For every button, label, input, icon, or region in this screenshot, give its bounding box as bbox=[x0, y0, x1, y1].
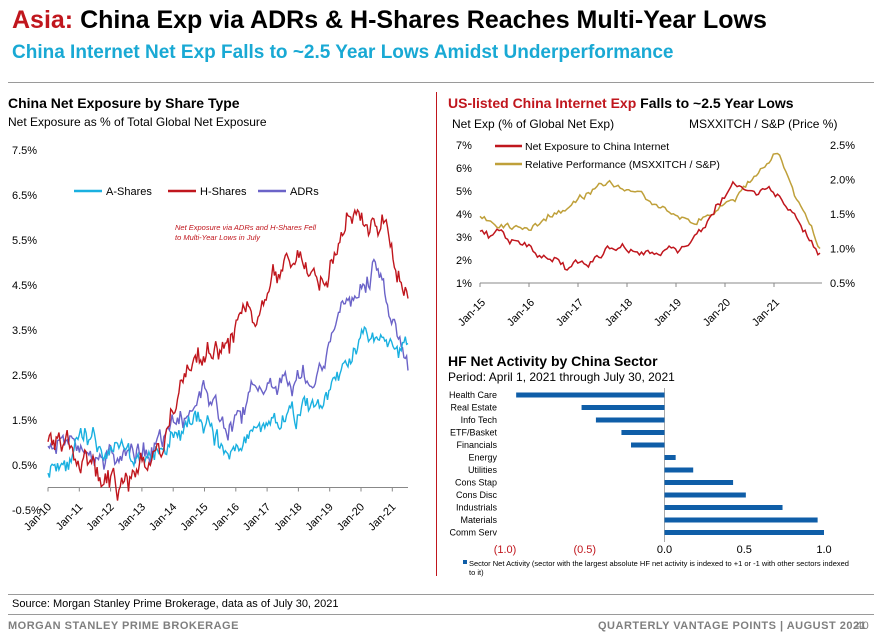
left-chart-subtitle: Net Exposure as % of Total Global Net Ex… bbox=[8, 115, 267, 129]
header-divider bbox=[8, 82, 874, 83]
x-tick-label: (0.5) bbox=[573, 544, 596, 556]
category-label: Industrials bbox=[456, 503, 498, 513]
bar-health-care bbox=[516, 392, 665, 398]
page-number: 40 bbox=[856, 620, 870, 632]
category-label: Health Care bbox=[449, 390, 497, 400]
y-tick-label: 0.5% bbox=[12, 460, 37, 472]
legend-label-2: Relative Performance (MSXXITCH / S&P) bbox=[525, 159, 720, 171]
legend-text-line-1: Sector Net Activity (sector with the lar… bbox=[469, 559, 849, 568]
right-y-tick-label: 1.0% bbox=[830, 244, 855, 256]
right-top-chart-title: US-listed China Internet Exp Falls to ~2… bbox=[448, 95, 794, 111]
bar-cons-disc bbox=[664, 492, 746, 498]
y-tick-label: 2.5% bbox=[12, 370, 37, 382]
y-tick-label: 6.5% bbox=[12, 190, 37, 202]
legend-label-1: A-Shares bbox=[106, 186, 152, 198]
right-y-tick-label: 2.5% bbox=[830, 140, 855, 152]
title-accent: Asia: bbox=[12, 6, 74, 34]
page-subtitle: China Internet Net Exp Falls to ~2.5 Yea… bbox=[12, 42, 674, 63]
x-tick-label: (1.0) bbox=[494, 544, 517, 556]
y-tick-label: 4.5% bbox=[12, 280, 37, 292]
category-label: Materials bbox=[460, 515, 497, 525]
chart-annotation-line-1: Net Exposure via ADRs and H-Shares Fell bbox=[175, 223, 316, 232]
x-tick-label: 0.0 bbox=[657, 544, 672, 556]
bar-energy bbox=[664, 455, 676, 460]
bar-info-tech bbox=[595, 417, 665, 423]
y-tick-label: -0.5% bbox=[12, 505, 41, 517]
source-divider bbox=[8, 594, 874, 595]
category-label: Energy bbox=[468, 453, 497, 463]
bar-comm-serv bbox=[664, 530, 824, 535]
legend-label-1: Net Exposure to China Internet bbox=[525, 141, 669, 153]
right-top-left-axis-label: Net Exp (% of Global Net Exp) bbox=[452, 117, 615, 131]
right-bottom-chart-title: HF Net Activity by China Sector bbox=[448, 353, 658, 369]
title-text: China Exp via ADRs & H-Shares Reaches Mu… bbox=[73, 6, 767, 34]
h-shares-line bbox=[47, 208, 409, 501]
x-tick-label: 0.5 bbox=[737, 544, 752, 556]
category-label: ETF/Basket bbox=[450, 428, 498, 438]
bar-cons-stap bbox=[664, 480, 734, 485]
footer-publication: QUARTERLY VANTAGE POINTS | AUGUST 2021 bbox=[598, 620, 867, 632]
category-label: Cons Disc bbox=[456, 490, 498, 500]
left-y-tick-label: 6% bbox=[456, 163, 472, 175]
right-y-tick-label: 2.0% bbox=[830, 175, 855, 187]
footer-brand: MORGAN STANLEY PRIME BROKERAGE bbox=[8, 620, 239, 632]
left-y-tick-label: 4% bbox=[456, 209, 472, 221]
legend-swatch bbox=[463, 560, 467, 564]
left-y-tick-label: 7% bbox=[456, 140, 472, 152]
y-tick-label: 1.5% bbox=[12, 415, 37, 427]
right-top-right-axis-label: MSXXITCH / S&P (Price %) bbox=[689, 117, 838, 131]
category-label: Comm Serv bbox=[449, 528, 497, 538]
bar-utilities bbox=[664, 467, 694, 473]
category-label: Cons Stap bbox=[455, 478, 497, 488]
bar-financials bbox=[631, 442, 665, 448]
category-label: Utilities bbox=[468, 465, 498, 475]
relative-performance-line bbox=[479, 152, 821, 250]
right-y-tick-label: 1.5% bbox=[830, 209, 855, 221]
left-y-tick-label: 2% bbox=[456, 255, 472, 267]
category-label: Financials bbox=[456, 440, 497, 450]
legend-label-2: H-Shares bbox=[200, 186, 247, 198]
a-shares-line bbox=[47, 325, 409, 478]
left-y-tick-label: 1% bbox=[456, 278, 472, 290]
net-exposure-china-internet-line bbox=[479, 180, 821, 271]
bar-materials bbox=[664, 517, 818, 523]
legend-text-line-2: to it) bbox=[469, 568, 484, 577]
left-y-tick-label: 5% bbox=[456, 186, 472, 198]
page-title: Asia: China Exp via ADRs & H-Shares Reac… bbox=[12, 6, 767, 35]
right-y-tick-label: 0.5% bbox=[830, 278, 855, 290]
right-top-title-rest: Falls to ~2.5 Year Lows bbox=[636, 95, 794, 111]
category-label: Real Estate bbox=[450, 403, 497, 413]
bar-etf-basket bbox=[621, 430, 665, 435]
source-note: Source: Morgan Stanley Prime Brokerage, … bbox=[12, 598, 339, 610]
y-tick-label: 3.5% bbox=[12, 325, 37, 337]
chart-annotation-line-2: to Multi-Year Lows in July bbox=[175, 233, 261, 242]
y-tick-label: 7.5% bbox=[12, 145, 37, 157]
right-top-title-red: US-listed China Internet Exp bbox=[448, 95, 637, 111]
bar-real-estate bbox=[581, 405, 665, 410]
legend-label-3: ADRs bbox=[290, 186, 319, 198]
panel-divider bbox=[436, 92, 437, 576]
category-label: Info Tech bbox=[461, 415, 497, 425]
bar-industrials bbox=[664, 505, 783, 510]
footer-divider bbox=[8, 614, 874, 615]
y-tick-label: 5.5% bbox=[12, 235, 37, 247]
left-chart-title: China Net Exposure by Share Type bbox=[8, 95, 240, 111]
x-tick-label: 1.0 bbox=[816, 544, 831, 556]
left-y-tick-label: 3% bbox=[456, 232, 472, 244]
right-bottom-chart-subtitle: Period: April 1, 2021 through July 30, 2… bbox=[448, 370, 675, 384]
